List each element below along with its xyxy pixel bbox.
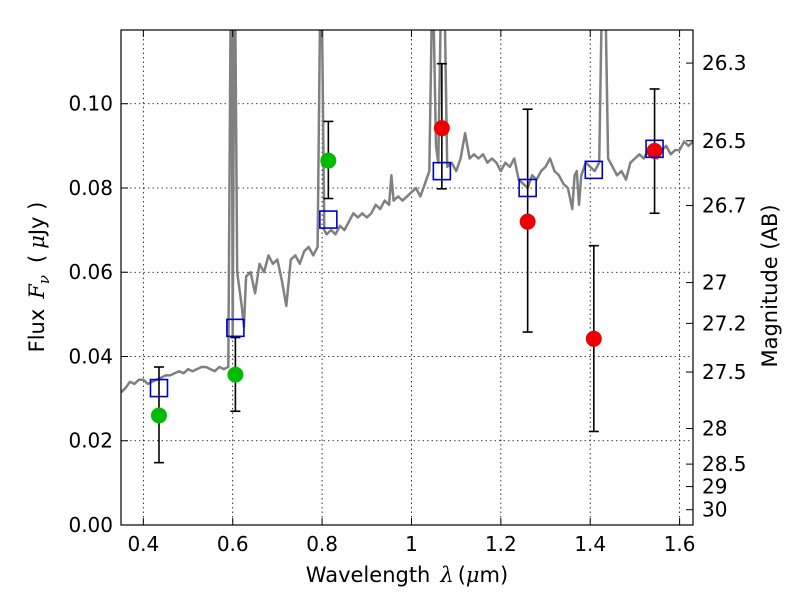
model-point xyxy=(518,178,537,198)
model-point xyxy=(149,378,169,398)
observed-point-green xyxy=(227,366,244,383)
x-tick-label: 1 xyxy=(405,532,418,556)
mag-tick-label: 28 xyxy=(702,416,727,440)
x-axis-title: Wavelength λ (μm) xyxy=(306,563,508,587)
mag-tick-label: 30 xyxy=(702,498,727,522)
x-tick-label: 0.8 xyxy=(306,532,338,556)
y-tick-label: 0.04 xyxy=(68,344,113,368)
spectrum-line xyxy=(121,30,693,394)
model-point xyxy=(226,318,245,338)
observed-points xyxy=(150,120,663,424)
model-point xyxy=(584,160,604,180)
model-point xyxy=(432,161,452,181)
plot-frame xyxy=(120,29,694,526)
y-tick-label: 0.10 xyxy=(68,92,113,116)
mag-tick-label: 26.3 xyxy=(702,51,747,75)
x-tick-label: 1.6 xyxy=(664,532,696,556)
ticks: 0.4 0.6 0.8 1 1.2 1.4 1.6 0.00 0.02 0.04 0.06 0.08 0… xyxy=(68,30,747,556)
y-tick-label: 0.02 xyxy=(68,429,113,453)
x-tick-label: 0.6 xyxy=(217,532,249,556)
mag-tick-label: 29 xyxy=(702,475,727,499)
mag-tick-label: 28.5 xyxy=(702,452,747,476)
mag-tick-label: 27.5 xyxy=(702,360,747,384)
mag-tick-label: 26.5 xyxy=(702,129,747,153)
model-point xyxy=(645,139,664,159)
observed-point-red xyxy=(519,213,536,230)
y-tick-label: 0.08 xyxy=(68,176,113,200)
observed-point-green xyxy=(150,407,167,424)
x-tick-label: 0.4 xyxy=(127,532,159,556)
y2-axis-title: Magnitude (AB) xyxy=(758,204,782,367)
y-axis-title: FluxFν(μJy ) xyxy=(25,202,53,353)
x-tick-label: 1.2 xyxy=(485,532,517,556)
y-tick-label: 0.06 xyxy=(68,260,113,284)
mag-tick-label: 26.7 xyxy=(702,193,747,217)
mag-tick-label: 27 xyxy=(702,271,727,295)
observed-point-red xyxy=(646,142,663,159)
x-tick-label: 1.4 xyxy=(574,532,606,556)
y-tick-label: 0.00 xyxy=(68,513,113,537)
model-point xyxy=(319,210,338,229)
observed-point-red xyxy=(585,330,602,347)
mag-tick-label: 27.2 xyxy=(702,311,747,335)
observed-point-red xyxy=(433,120,450,137)
observed-point-green xyxy=(320,152,337,169)
model-points xyxy=(149,139,664,398)
